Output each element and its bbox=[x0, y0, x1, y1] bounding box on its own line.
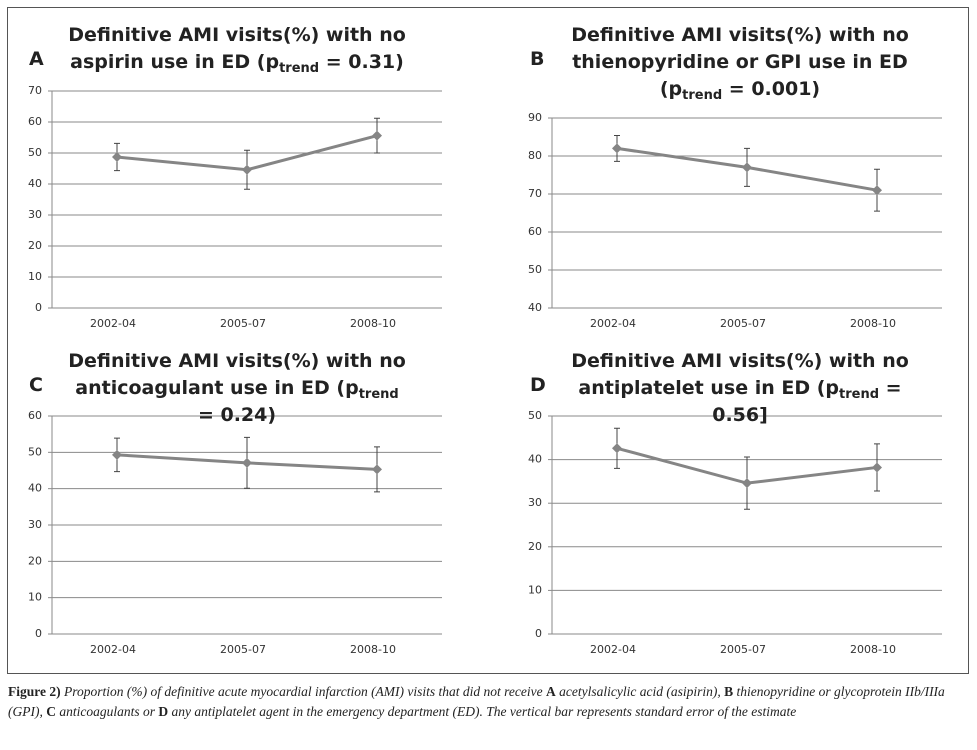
data-point bbox=[872, 185, 882, 196]
y-tick-label: 0 bbox=[35, 301, 42, 314]
x-tick-label: 2002-04 bbox=[90, 317, 136, 330]
x-tick-label: 2008-10 bbox=[850, 317, 896, 330]
figure-frame bbox=[7, 7, 969, 674]
title-subscript: trend bbox=[839, 387, 880, 402]
x-tick-label: 2005-07 bbox=[220, 643, 266, 656]
caption: Figure 2) Proportion (%) of definitive a… bbox=[8, 682, 974, 722]
caption-text: B bbox=[724, 684, 734, 699]
x-tick-label: 2008-10 bbox=[850, 643, 896, 656]
caption-text: C bbox=[46, 704, 56, 719]
x-tick-label: 2008-10 bbox=[350, 643, 396, 656]
y-tick-label: 50 bbox=[28, 445, 42, 458]
x-tick-label: 2002-04 bbox=[590, 643, 636, 656]
data-point bbox=[112, 152, 122, 163]
x-tick-label: 2005-07 bbox=[220, 317, 266, 330]
caption-text: D bbox=[158, 704, 169, 719]
data-point bbox=[742, 478, 752, 489]
title-text: Definitive AMI visits(%) with no antipla… bbox=[571, 350, 909, 399]
data-point bbox=[872, 462, 882, 473]
title-subscript: trend bbox=[358, 387, 399, 402]
y-tick-label: 20 bbox=[28, 554, 42, 567]
x-tick-label: 2005-07 bbox=[720, 317, 766, 330]
data-point bbox=[612, 143, 622, 154]
chart-title: Definitive AMI visits(%) with no antipla… bbox=[570, 348, 910, 429]
caption-text: acetylsalicylic acid (asipirin), bbox=[555, 684, 725, 699]
data-point bbox=[372, 130, 382, 141]
x-tick-label: 2008-10 bbox=[350, 317, 396, 330]
panel-letter: B bbox=[530, 48, 545, 70]
data-point bbox=[612, 443, 622, 454]
y-tick-label: 60 bbox=[528, 225, 542, 238]
caption-text: thienopyridine or glycoprotein IIb/IIIa … bbox=[8, 684, 945, 719]
chart-title: Definitive AMI visits(%) with no aspirin… bbox=[67, 22, 407, 76]
y-tick-label: 0 bbox=[535, 627, 542, 640]
y-tick-label: 40 bbox=[28, 482, 42, 495]
y-tick-label: 10 bbox=[28, 591, 42, 604]
y-tick-label: 40 bbox=[528, 453, 542, 466]
y-tick-label: 0 bbox=[35, 627, 42, 640]
title-text: Definitive AMI visits(%) with no thienop… bbox=[571, 24, 909, 100]
caption-text: Figure 2) bbox=[8, 684, 61, 699]
y-tick-label: 30 bbox=[28, 518, 42, 531]
y-tick-label: 50 bbox=[28, 146, 42, 159]
y-tick-label: 80 bbox=[528, 149, 542, 162]
x-tick-label: 2002-04 bbox=[590, 317, 636, 330]
title-text: = 0.001) bbox=[722, 78, 821, 100]
title-text: = 0.24) bbox=[197, 404, 277, 426]
data-point bbox=[372, 464, 382, 475]
y-tick-label: 20 bbox=[528, 540, 542, 553]
panel-letter: A bbox=[29, 48, 44, 70]
y-tick-label: 70 bbox=[528, 187, 542, 200]
y-tick-label: 40 bbox=[28, 177, 42, 190]
title-subscript: trend bbox=[279, 61, 320, 76]
panel-letter: C bbox=[29, 374, 43, 396]
y-tick-label: 60 bbox=[28, 115, 42, 128]
data-point bbox=[742, 162, 752, 173]
title-text: = 0.31) bbox=[319, 51, 404, 73]
charts: 0 10 20 30 40 50 60 70 2002-04 2005-07 2008-10 40 50… bbox=[28, 84, 942, 656]
y-tick-label: 70 bbox=[28, 84, 42, 97]
title-subscript: trend bbox=[682, 88, 723, 103]
y-tick-label: 90 bbox=[528, 111, 542, 124]
data-point bbox=[242, 164, 252, 175]
chart-title: Definitive AMI visits(%) with no anticoa… bbox=[67, 348, 407, 429]
title-text: Definitive AMI visits(%) with no anticoa… bbox=[68, 350, 406, 399]
y-tick-label: 50 bbox=[528, 263, 542, 276]
y-tick-label: 30 bbox=[528, 496, 542, 509]
caption-text: anticoagulants or bbox=[55, 704, 159, 719]
x-tick-label: 2002-04 bbox=[90, 643, 136, 656]
y-tick-label: 20 bbox=[28, 239, 42, 252]
y-tick-label: 60 bbox=[28, 409, 42, 422]
caption-text: A bbox=[546, 684, 556, 699]
x-tick-label: 2005-07 bbox=[720, 643, 766, 656]
y-tick-label: 10 bbox=[528, 583, 542, 596]
chart-title: Definitive AMI visits(%) with no thienop… bbox=[565, 22, 915, 103]
y-tick-label: 10 bbox=[28, 270, 42, 283]
data-point bbox=[112, 449, 122, 460]
y-tick-label: 50 bbox=[528, 409, 542, 422]
y-tick-label: 30 bbox=[28, 208, 42, 221]
panel-letter: D bbox=[530, 374, 546, 396]
caption-text: Proportion (%) of definitive acute myoca… bbox=[60, 684, 547, 699]
data-point bbox=[242, 457, 252, 468]
title-text: = 0.56] bbox=[712, 377, 902, 426]
caption-text: any antiplatelet agent in the emergency … bbox=[168, 704, 797, 719]
y-tick-label: 40 bbox=[528, 301, 542, 314]
title-text: Definitive AMI visits(%) with no aspirin… bbox=[68, 24, 406, 73]
